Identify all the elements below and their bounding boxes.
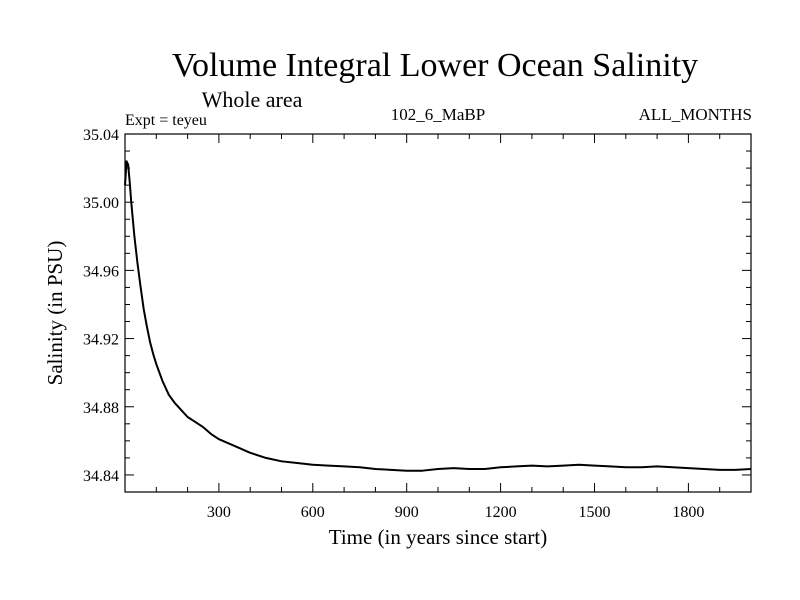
x-tick-label: 1500 — [579, 504, 611, 521]
chart-subtitle: Whole area — [202, 87, 303, 112]
y-tick-label: 34.96 — [83, 263, 119, 280]
x-axis-label: Time (in years since start) — [329, 525, 548, 549]
x-axis: 300 600 900 1200 1500 1800 — [155, 134, 721, 521]
months-label: ALL_MONTHS — [639, 105, 752, 124]
y-tick-label: 35.00 — [83, 195, 119, 212]
x-tick-label: 1200 — [485, 504, 517, 521]
period-label: 102_6_MaBP — [391, 105, 485, 124]
y-tick-label: 35.04 — [83, 127, 119, 144]
y-axis: 34.84 34.88 34.92 34.96 35.00 35.04 — [83, 127, 751, 485]
y-tick-label: 34.92 — [83, 332, 119, 349]
y-tick-label: 34.84 — [83, 468, 119, 485]
x-tick-label: 1800 — [672, 504, 704, 521]
salinity-series-line — [124, 160, 752, 472]
y-tick-label: 34.88 — [83, 400, 119, 417]
chart-title: Volume Integral Lower Ocean Salinity — [172, 47, 698, 84]
x-tick-label: 300 — [207, 504, 231, 521]
experiment-label: Expt = teyeu — [125, 112, 207, 129]
y-axis-label: Salinity (in PSU) — [43, 241, 67, 386]
x-tick-label: 600 — [301, 504, 325, 521]
x-tick-label: 900 — [395, 504, 419, 521]
